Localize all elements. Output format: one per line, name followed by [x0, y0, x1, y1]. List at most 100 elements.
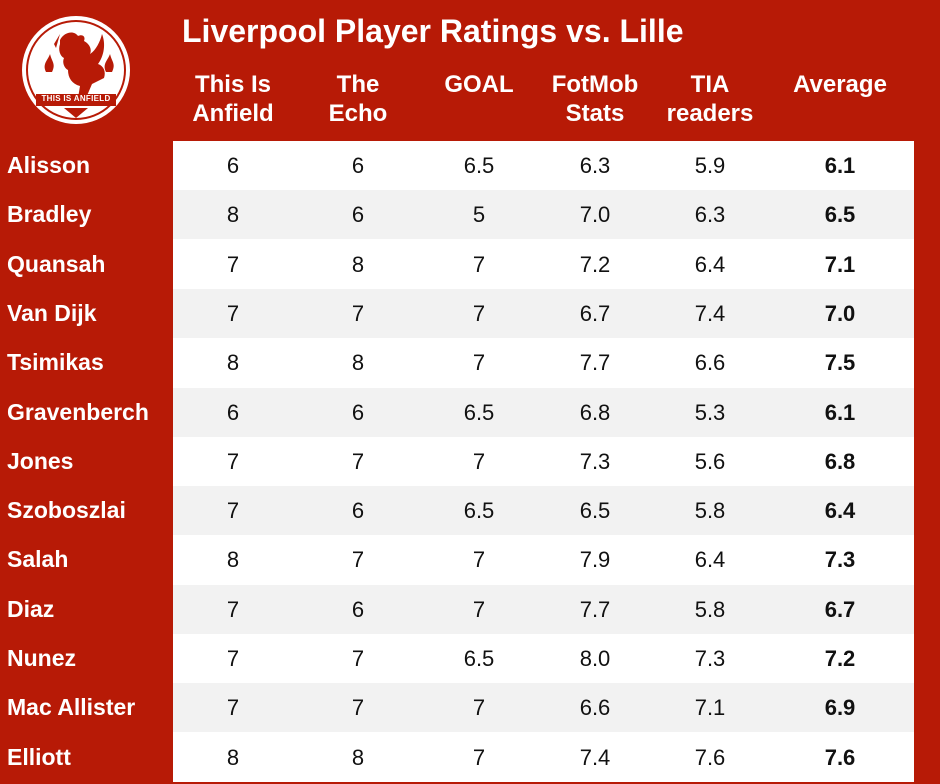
- rating-cell: 7.3: [694, 646, 726, 671]
- rating-cell: 8: [226, 744, 240, 770]
- column-header-line: Average: [793, 71, 887, 98]
- rating-cell: 7: [226, 300, 240, 326]
- rating-cell: 7: [226, 251, 240, 277]
- rating-cell: 7: [472, 695, 486, 721]
- rating-cell: 7.4: [694, 300, 726, 326]
- row-stripe: [173, 584, 914, 634]
- average-rating: 6.7: [824, 596, 856, 622]
- player-name: Bradley: [7, 201, 92, 228]
- rating-cell: 5: [472, 202, 486, 228]
- rating-cell: 7: [472, 448, 486, 474]
- player-name: Salah: [7, 546, 69, 573]
- rating-cell: 6.5: [463, 646, 495, 671]
- rating-cell: 5.6: [694, 448, 726, 474]
- chart-title: Liverpool Player Ratings vs. Lille: [182, 13, 684, 49]
- rating-cell: 7.6: [694, 744, 726, 770]
- average-rating: 6.9: [824, 695, 856, 721]
- rating-cell: 7: [472, 350, 486, 376]
- player-name: Nunez: [7, 645, 76, 671]
- rating-cell: 6: [351, 399, 365, 425]
- rating-cell: 6.4: [694, 251, 726, 277]
- average-rating: 7.3: [824, 547, 856, 573]
- rating-cell: 6.8: [579, 399, 611, 425]
- column-header-line: readers: [666, 100, 754, 127]
- logo-text: THIS IS ANFIELD: [41, 94, 111, 103]
- column-header: This Is Anfield: [168, 70, 298, 132]
- rating-cell: 7: [472, 300, 486, 326]
- row-stripe: [173, 683, 914, 733]
- column-header-line: TIA: [690, 71, 730, 98]
- player-name: Jones: [7, 447, 74, 474]
- column-header-line: This Is: [194, 71, 272, 98]
- rating-cell: 6.5: [463, 399, 495, 425]
- rating-cell: 6.5: [579, 498, 611, 524]
- rating-cell: 7.3: [579, 448, 611, 474]
- rating-cell: 8: [351, 251, 365, 277]
- average-rating: 7.6: [824, 744, 856, 770]
- rating-cell: 6: [226, 399, 240, 425]
- player-name: Diaz: [7, 595, 55, 622]
- rating-cell: 7: [226, 646, 240, 671]
- rating-cell: 7: [351, 448, 365, 474]
- rating-cell: 6.5: [463, 153, 495, 178]
- rating-cell: 6.5: [463, 498, 495, 524]
- column-header-line: Echo: [328, 100, 388, 127]
- player-name: Van Dijk: [7, 299, 97, 326]
- player-name: Alisson: [7, 152, 91, 178]
- rating-cell: 8: [351, 744, 365, 770]
- rating-cell: 7: [472, 596, 486, 622]
- rating-cell: 7.7: [579, 350, 611, 376]
- average-rating: 7.0: [824, 300, 856, 326]
- rating-cell: 6: [226, 153, 240, 178]
- rating-cell: 7: [472, 744, 486, 770]
- rating-cell: 7.0: [579, 202, 611, 228]
- column-header-line: Anfield: [192, 100, 274, 127]
- average-rating: 6.1: [824, 153, 856, 178]
- rating-cell: 7.9: [579, 547, 611, 573]
- average-rating: 6.4: [824, 498, 856, 524]
- rating-cell: 6: [351, 202, 365, 228]
- player-name: Quansah: [7, 250, 106, 277]
- rating-cell: 8: [351, 350, 365, 376]
- player-name: Mac Allister: [7, 694, 136, 721]
- column-header-line: Stats: [565, 100, 625, 127]
- rating-cell: 5.3: [694, 399, 726, 425]
- rating-cell: 7: [472, 251, 486, 277]
- row-stripe: [173, 486, 914, 536]
- rating-cell: 8.0: [579, 646, 611, 671]
- rating-cell: 6: [351, 153, 365, 178]
- rating-cell: 7.2: [579, 251, 611, 277]
- rating-cell: 7: [226, 596, 240, 622]
- average-rating: 7.5: [824, 350, 856, 376]
- rating-cell: 6.7: [579, 300, 611, 326]
- liver-bird-icon: [22, 16, 130, 124]
- rating-cell: 7: [226, 695, 240, 721]
- row-stripe: [173, 190, 914, 240]
- column-header: TIA readers: [645, 70, 775, 132]
- rating-cell: 6: [351, 498, 365, 524]
- rating-cell: 6.3: [579, 153, 611, 178]
- rating-cell: 6.4: [694, 547, 726, 573]
- rating-cell: 8: [226, 202, 240, 228]
- column-header: FotMob Stats: [530, 70, 660, 132]
- average-rating: 7.2: [824, 646, 856, 671]
- column-header-line: GOAL: [444, 71, 514, 98]
- rating-cell: 8: [226, 547, 240, 573]
- rating-cell: 7: [351, 646, 365, 671]
- rating-cell: 6.6: [694, 350, 726, 376]
- rating-cell: 7: [472, 547, 486, 573]
- rating-cell: 7.1: [694, 695, 726, 721]
- row-stripe: [173, 288, 914, 338]
- column-header: The Echo: [293, 70, 423, 132]
- rating-cell: 8: [226, 350, 240, 376]
- rating-cell: 6.6: [579, 695, 611, 721]
- rating-cell: 7: [351, 547, 365, 573]
- table-body: [173, 141, 914, 782]
- column-header-line: The: [336, 71, 380, 98]
- rating-cell: 7: [226, 448, 240, 474]
- column-header-line: FotMob: [551, 71, 639, 98]
- average-rating: 6.8: [824, 448, 856, 474]
- column-header: GOAL: [414, 70, 544, 132]
- rating-cell: 7.7: [579, 596, 611, 622]
